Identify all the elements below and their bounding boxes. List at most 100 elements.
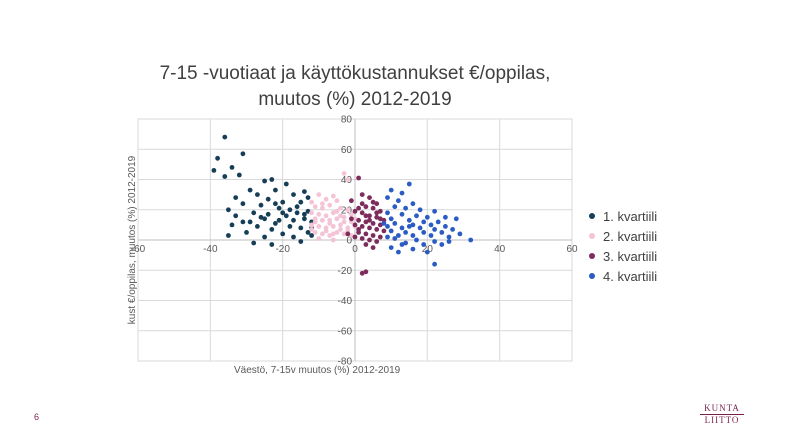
- data-point-series-4: [399, 211, 405, 217]
- data-point-series-4: [414, 237, 419, 243]
- data-point-series-2: [352, 216, 358, 222]
- x-tick-label: -20: [275, 244, 290, 255]
- data-point-series-2: [330, 231, 336, 237]
- data-point-series-2: [338, 213, 343, 219]
- data-point-series-1: [276, 217, 282, 223]
- data-point-series-4: [392, 204, 398, 210]
- data-point-series-1: [283, 213, 289, 219]
- data-point-series-3: [377, 216, 383, 222]
- data-point-series-4: [446, 234, 452, 240]
- data-point-series-2: [341, 171, 347, 176]
- data-point-series-3: [370, 221, 376, 226]
- data-point-series-4: [450, 227, 455, 232]
- y-tick-label: -80: [338, 357, 353, 368]
- data-point-series-4: [424, 249, 430, 255]
- data-point-series-3: [356, 227, 361, 232]
- data-point-series-4: [403, 240, 408, 246]
- data-point-series-4: [439, 242, 445, 247]
- y-tick-label: 60: [341, 145, 353, 156]
- data-point-series-2: [309, 199, 314, 205]
- data-point-series-1: [236, 172, 242, 178]
- data-point-series-3: [359, 224, 365, 229]
- data-point-series-2: [334, 208, 340, 214]
- data-point-series-4: [399, 225, 405, 231]
- data-point-series-1: [298, 225, 304, 231]
- chart-axes: [138, 119, 572, 361]
- data-point-series-1: [291, 234, 296, 240]
- data-point-series-4: [388, 245, 394, 251]
- data-point-series-4: [421, 219, 427, 225]
- data-point-series-4: [399, 190, 405, 196]
- data-point-series-4: [428, 222, 434, 228]
- data-point-series-1: [291, 192, 296, 198]
- data-point-series-2: [338, 227, 343, 232]
- data-point-series-3: [374, 214, 380, 220]
- data-point-series-2: [341, 219, 347, 225]
- data-point-series-4: [388, 228, 394, 234]
- data-point-series-4: [410, 233, 416, 238]
- data-point-series-3: [367, 217, 372, 223]
- data-point-series-1: [255, 224, 260, 229]
- data-point-series-3: [363, 213, 369, 219]
- data-point-series-1: [251, 240, 257, 246]
- x-tick-label: -60: [131, 244, 146, 255]
- data-point-series-3: [359, 236, 365, 241]
- legend-marker: [589, 253, 595, 259]
- data-point-series-3: [363, 231, 369, 237]
- data-point-series-3: [359, 192, 365, 198]
- data-point-series-3: [349, 198, 354, 204]
- logo-text-bottom: LIITTO: [704, 415, 740, 425]
- data-point-series-3: [370, 199, 376, 205]
- data-point-series-1: [258, 214, 264, 220]
- data-point-series-3: [370, 233, 376, 238]
- data-point-series-1: [302, 211, 307, 217]
- data-point-series-4: [388, 216, 394, 222]
- legend-label: 4. kvartiili: [603, 268, 658, 284]
- data-point-series-3: [356, 217, 361, 223]
- data-point-series-1: [305, 230, 311, 235]
- data-point-series-2: [334, 216, 340, 222]
- data-point-series-4: [385, 234, 390, 240]
- data-point-series-1: [302, 216, 307, 222]
- data-point-series-1: [226, 207, 231, 213]
- data-point-series-4: [457, 231, 463, 237]
- data-point-series-3: [367, 225, 372, 231]
- data-point-series-3: [377, 208, 383, 214]
- data-point-series-3: [356, 205, 361, 211]
- x-tick-label: 40: [494, 244, 506, 255]
- data-point-series-2: [341, 214, 347, 220]
- data-point-series-1: [302, 189, 307, 195]
- data-point-series-2: [334, 198, 340, 204]
- data-point-series-4: [385, 210, 390, 216]
- data-point-series-3: [374, 210, 380, 216]
- chart-title-line-2: muutos (%) 2012-2019: [258, 89, 452, 110]
- data-point-series-1: [247, 187, 253, 193]
- data-point-series-3: [367, 237, 372, 243]
- data-point-series-1: [280, 231, 286, 237]
- data-point-series-2: [320, 201, 325, 207]
- data-point-series-4: [421, 242, 427, 247]
- y-axis-label: kust €/oppilas, muutos (%) 2012-2019: [127, 155, 138, 324]
- legend-marker: [589, 233, 595, 239]
- data-point-series-1: [233, 195, 239, 201]
- data-points: [211, 134, 474, 276]
- kuntaliitto-logo: KUNTA LIITTO: [700, 404, 744, 425]
- data-point-series-2: [309, 210, 314, 216]
- data-point-series-1: [251, 210, 257, 216]
- page-number: 6: [34, 412, 40, 422]
- logo-rule: [700, 414, 744, 415]
- data-point-series-1: [240, 201, 246, 207]
- chart-title: 7-15 -vuotiaat ja käyttökustannukset €/o…: [120, 61, 590, 113]
- data-point-series-4: [396, 233, 401, 238]
- y-tick-label: -40: [338, 296, 353, 307]
- data-point-series-4: [410, 222, 416, 228]
- data-point-series-4: [424, 214, 430, 220]
- data-point-series-4: [417, 207, 423, 213]
- data-point-series-1: [305, 195, 311, 201]
- data-point-series-4: [396, 249, 401, 255]
- data-point-series-1: [265, 211, 271, 217]
- data-point-series-3: [374, 201, 380, 207]
- data-point-series-4: [403, 230, 408, 235]
